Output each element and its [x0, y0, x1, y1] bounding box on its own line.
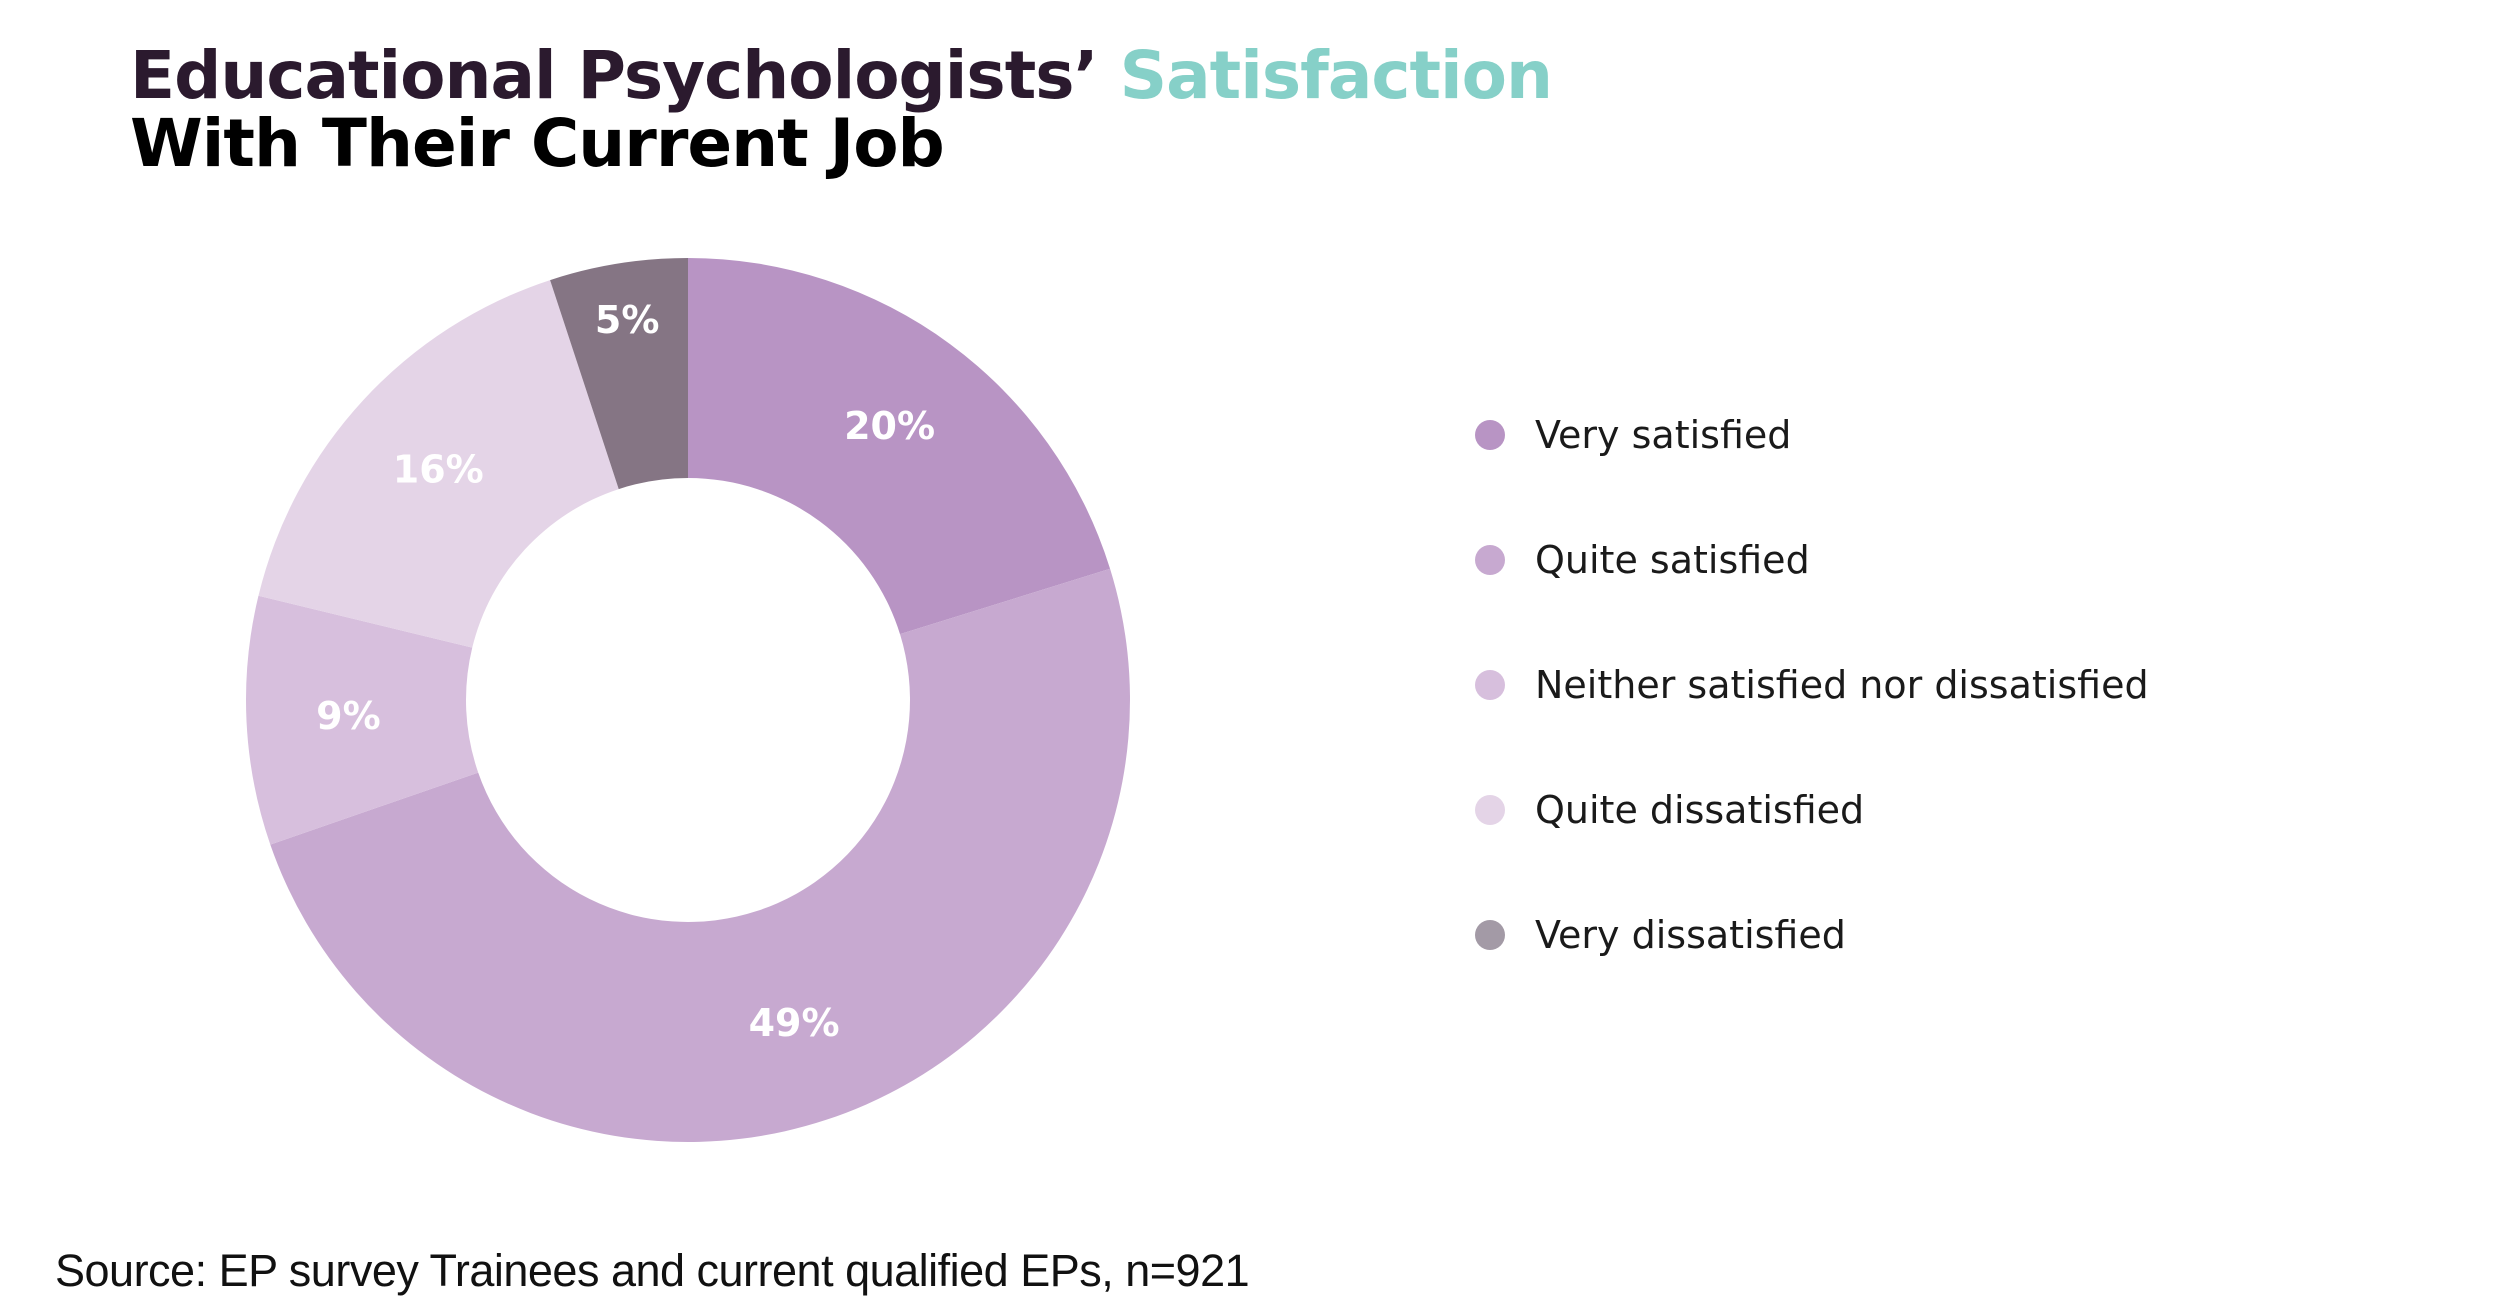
- slice-quite-dissatisfied: [258, 280, 619, 648]
- title-accent-text: Satisfaction: [1119, 37, 1553, 114]
- legend-item-very-dissatisfied: Very dissatisfied: [1475, 905, 2149, 965]
- legend-label: Very dissatisfied: [1535, 913, 1846, 957]
- legend-label: Neither satisfied nor dissatisfied: [1535, 663, 2149, 707]
- slice-very-dissatisfied: [550, 258, 688, 490]
- legend-dot: [1475, 670, 1505, 700]
- legend-item-quite-dissatisfied: Quite dissatisfied: [1475, 780, 2149, 840]
- title-line-2: With Their Current Job: [130, 105, 945, 182]
- donut-slices: [246, 258, 1130, 1142]
- legend-label: Quite dissatisfied: [1535, 788, 1865, 832]
- slice-value-label-neither-satisfied-nor-dissatisfied: 9%: [316, 694, 381, 738]
- source-note: Source: EP survey Trainees and current q…: [55, 1245, 1250, 1296]
- slice-value-label-quite-dissatisfied: 16%: [393, 447, 484, 491]
- legend-item-quite-satisfied: Quite satisfied: [1475, 530, 2149, 590]
- donut-chart: 20% 49% 9% 16% 5%: [246, 258, 1130, 1142]
- slice-neither-satisfied-nor-dissatisfied: [246, 595, 479, 845]
- title-line-1: Educational Psychologists’ Satisfaction: [130, 42, 1553, 110]
- legend-label: Quite satisfied: [1535, 538, 1810, 582]
- slice-value-label-quite-satisfied: 49%: [749, 1001, 840, 1045]
- chart-title: Educational Psychologists’ Satisfaction …: [130, 42, 1553, 182]
- legend-label: Very satisfied: [1535, 413, 1792, 457]
- slice-value-label-very-dissatisfied: 5%: [595, 298, 660, 342]
- donut-value-labels: 20% 49% 9% 16% 5%: [316, 298, 935, 1045]
- slice-quite-satisfied: [270, 568, 1130, 1142]
- legend-item-very-satisfied: Very satisfied: [1475, 405, 2149, 465]
- slice-value-label-very-satisfied: 20%: [844, 404, 935, 448]
- legend-dot: [1475, 795, 1505, 825]
- slice-very-satisfied: [688, 258, 1111, 635]
- legend-dot: [1475, 920, 1505, 950]
- legend-dot: [1475, 420, 1505, 450]
- chart-legend: Very satisfied Quite satisfied Neither s…: [1475, 405, 2149, 1030]
- title-main-text: Educational Psychologists’: [130, 37, 1099, 114]
- legend-dot: [1475, 545, 1505, 575]
- legend-item-neither: Neither satisfied nor dissatisfied: [1475, 655, 2149, 715]
